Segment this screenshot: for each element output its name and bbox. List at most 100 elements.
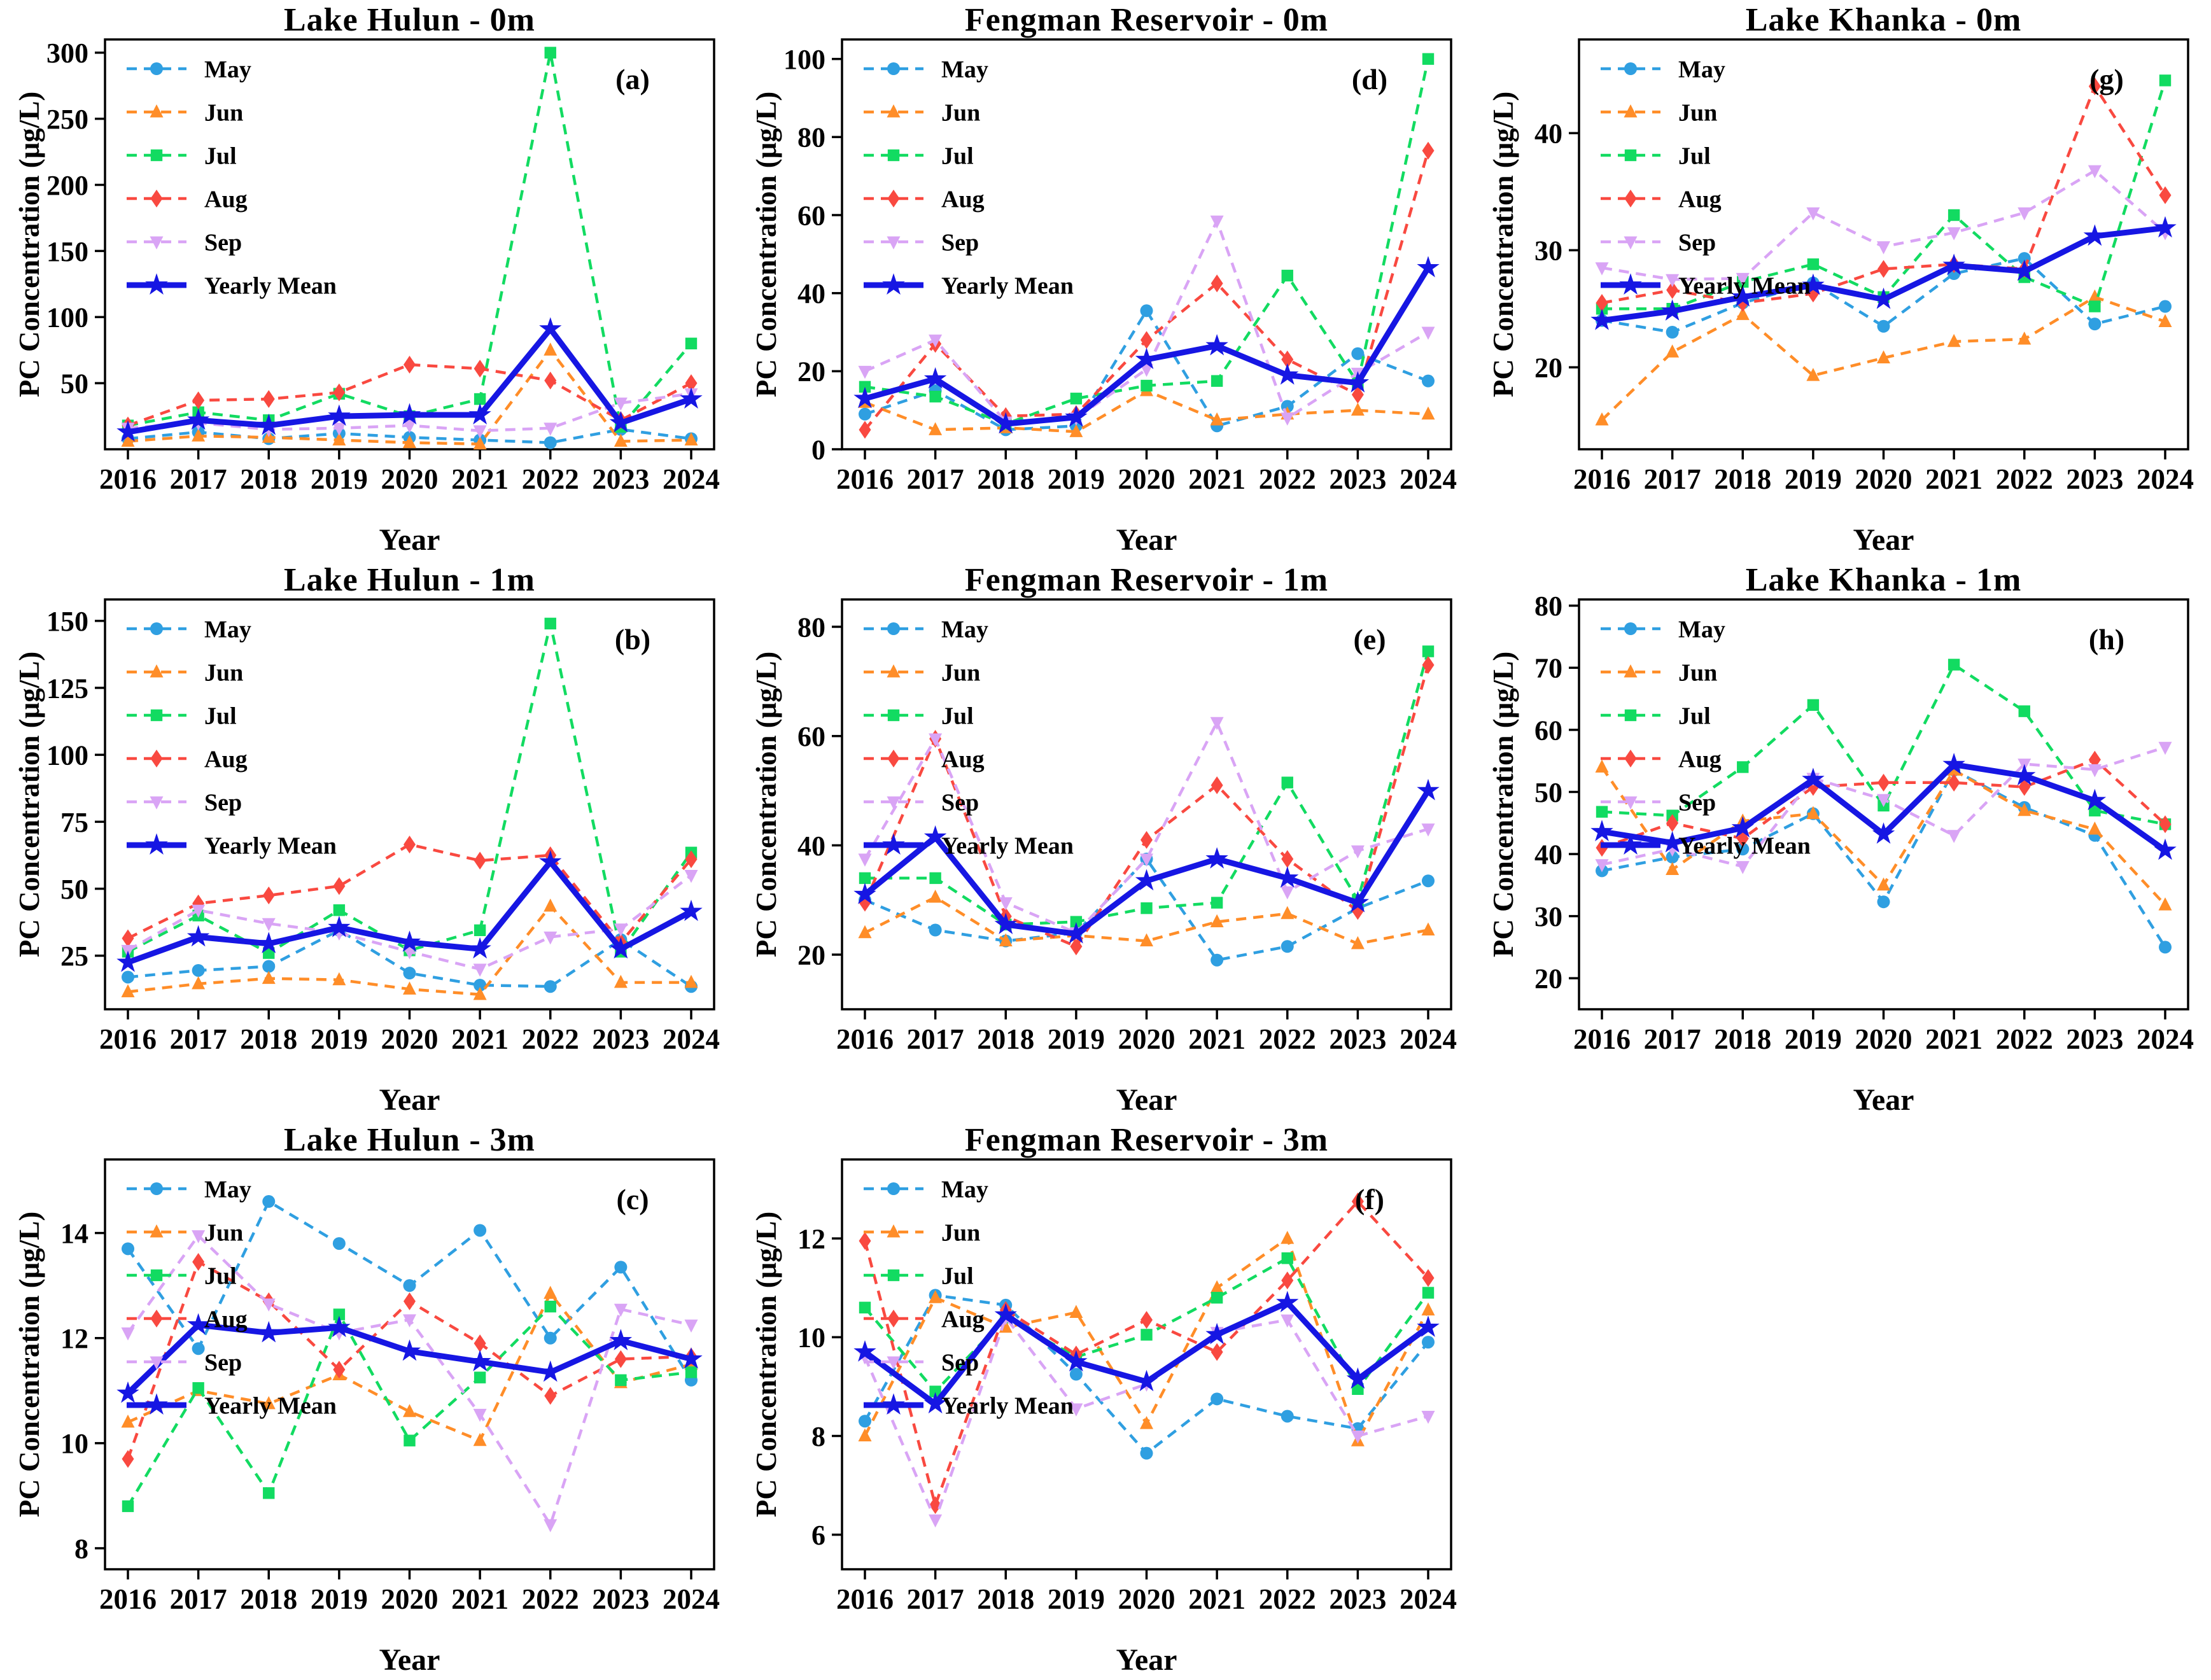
svg-text:2024: 2024: [2137, 463, 2194, 495]
x-axis-ticks: 2016 2017 2018 2019 2020 2021 2022 2023 2024: [1573, 449, 2194, 495]
svg-text:2021: 2021: [451, 1023, 509, 1055]
x-axis-ticks: 2016 2017 2018 2019 2020 2021 2022 2023 2024: [99, 1569, 720, 1615]
chart-canvas: 20 40 60 80 2016 2017 2018 2019 2020 2021 2022 2023…: [797, 598, 1457, 1055]
legend-label: Jul: [204, 703, 237, 729]
legend-entry-aug: Aug: [127, 186, 248, 213]
svg-text:2019: 2019: [1048, 1583, 1105, 1615]
legend: May Jun Jul Aug Sep Yearly Mean: [1601, 616, 1811, 859]
chart-title: Fengman Reservoir - 1m: [964, 562, 1329, 598]
svg-text:60: 60: [797, 721, 825, 752]
svg-text:2018: 2018: [1714, 463, 1771, 495]
legend-label: Yearly Mean: [941, 1392, 1074, 1419]
svg-text:2020: 2020: [381, 1583, 439, 1615]
legend-label: Jun: [1678, 659, 1717, 686]
legend-entry-yearly-mean: Yearly Mean: [127, 1392, 337, 1419]
svg-text:70: 70: [1534, 653, 1562, 684]
svg-text:50: 50: [60, 368, 88, 400]
svg-text:2018: 2018: [1714, 1023, 1771, 1055]
legend: May Jun Jul Aug Sep Yearly Mean: [1601, 56, 1811, 299]
svg-text:2019: 2019: [1785, 463, 1842, 495]
svg-text:20: 20: [1534, 353, 1562, 384]
svg-text:2021: 2021: [451, 1583, 509, 1615]
svg-text:2023: 2023: [1329, 1023, 1386, 1055]
svg-text:2016: 2016: [99, 463, 157, 495]
chart-title: Fengman Reservoir - 0m: [964, 2, 1329, 38]
legend-entry-yearly-mean: Yearly Mean: [1601, 832, 1811, 859]
legend-label: Aug: [204, 746, 248, 773]
series-line-sep: [121, 870, 698, 977]
panel-letter: (e): [1353, 623, 1386, 655]
chart-panel-b: Lake Hulun - 1m PC Concentration (μg/L) …: [0, 560, 737, 1120]
series-line-aug: [122, 836, 698, 951]
legend-label: May: [941, 1176, 988, 1203]
y-axis-ticks: 20 40 60 80: [797, 612, 842, 971]
legend-entry-may: May: [127, 56, 251, 83]
svg-text:2017: 2017: [907, 463, 964, 495]
series-line-sep: [1595, 741, 2172, 874]
svg-text:2018: 2018: [977, 463, 1034, 495]
chart-panel-h: Lake Khanka - 1m PC Concentration (μg/L)…: [1474, 560, 2211, 1120]
svg-text:150: 150: [46, 606, 88, 637]
legend-label: Jul: [941, 1263, 974, 1289]
svg-text:250: 250: [46, 104, 88, 135]
legend-label: May: [941, 616, 988, 643]
legend-label: Jul: [204, 1263, 237, 1289]
series-line-jun: [121, 342, 698, 450]
chart-canvas: 50 100 150 200 250 300 2016 2017 2018 2019 2020 202…: [46, 38, 720, 495]
legend: May Jun Jul Aug Sep Yearly Mean: [127, 56, 337, 299]
chart-canvas: 0 20 40 60 80 100 2016 2017 2018 2019 2020 2021 2022…: [783, 38, 1457, 495]
svg-text:2018: 2018: [240, 1583, 297, 1615]
svg-text:2017: 2017: [170, 463, 227, 495]
legend-entry-sep: Sep: [127, 789, 242, 816]
svg-text:10: 10: [60, 1428, 88, 1459]
svg-text:2024: 2024: [2137, 1023, 2194, 1055]
series-line-yearly-mean: [116, 1313, 703, 1403]
chart-panel-d: Fengman Reservoir - 0m PC Concentration …: [737, 0, 1474, 560]
legend-entry-yearly-mean: Yearly Mean: [127, 832, 337, 859]
svg-text:14: 14: [60, 1218, 88, 1249]
axes-frame: [104, 38, 715, 451]
legend-entry-jun: Jun: [127, 659, 243, 686]
svg-text:2022: 2022: [1259, 463, 1316, 495]
svg-text:2024: 2024: [1400, 463, 1457, 495]
x-axis-label: Year: [1116, 1083, 1177, 1117]
legend-label: May: [204, 616, 251, 643]
series-line-yearly-mean: [116, 850, 703, 972]
svg-text:25: 25: [60, 941, 88, 972]
y-axis-ticks: 20 30 40 50 60 70 80: [1534, 591, 1579, 995]
legend-entry-aug: Aug: [127, 746, 248, 773]
svg-text:2020: 2020: [381, 1023, 439, 1055]
legend-entry-sep: Sep: [127, 229, 242, 256]
svg-text:50: 50: [60, 874, 88, 905]
x-axis-label: Year: [1116, 523, 1177, 557]
series-line-jun: [1595, 289, 2172, 426]
svg-text:2016: 2016: [99, 1023, 157, 1055]
svg-text:2018: 2018: [240, 463, 297, 495]
legend-label: Jul: [941, 703, 974, 729]
legend-entry-yearly-mean: Yearly Mean: [864, 1392, 1074, 1419]
legend-label: Sep: [204, 789, 242, 816]
legend-label: Jun: [1678, 99, 1717, 126]
legend: May Jun Jul Aug Sep Yearly Mean: [864, 616, 1074, 859]
svg-text:2018: 2018: [977, 1583, 1034, 1615]
svg-text:40: 40: [797, 830, 825, 862]
legend-entry-may: May: [127, 1176, 251, 1203]
chart-panel-f: Fengman Reservoir - 3m PC Concentration …: [737, 1120, 1474, 1680]
chart-panel-a: Lake Hulun - 0m PC Concentration (μg/L) …: [0, 0, 737, 560]
svg-text:200: 200: [46, 170, 88, 201]
y-axis-ticks: 20 30 40: [1534, 118, 1579, 384]
chart-title: Lake Hulun - 3m: [284, 1122, 535, 1158]
svg-text:2019: 2019: [1785, 1023, 1842, 1055]
legend-entry-jun: Jun: [127, 1219, 243, 1246]
svg-text:2021: 2021: [451, 463, 509, 495]
series-line-may: [122, 1195, 698, 1387]
legend-label: Jun: [941, 1219, 980, 1246]
legend-entry-yearly-mean: Yearly Mean: [864, 832, 1074, 859]
legend-label: Sep: [1678, 229, 1716, 256]
legend-label: Yearly Mean: [941, 832, 1074, 859]
panel-letter: (g): [2089, 63, 2124, 95]
panel-letter: (h): [2089, 623, 2124, 655]
svg-text:80: 80: [1534, 591, 1562, 622]
svg-text:2022: 2022: [1259, 1583, 1316, 1615]
